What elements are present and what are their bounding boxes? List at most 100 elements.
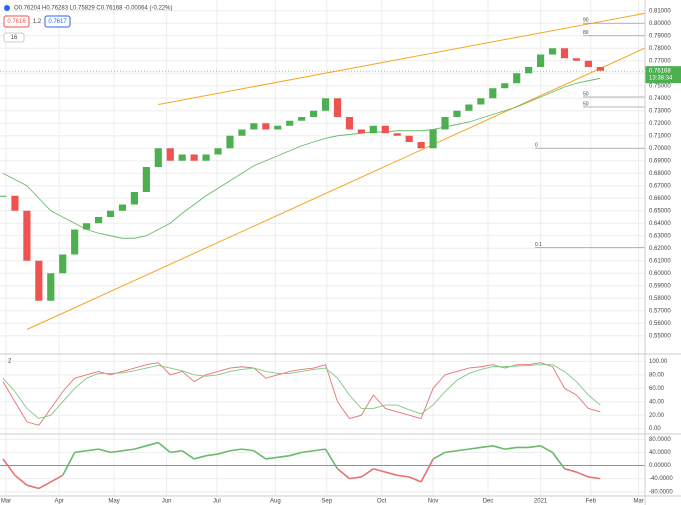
candle [71,229,79,255]
momentum-segment [576,471,589,478]
momentum-segment [289,451,302,457]
candle [584,60,592,67]
momentum-segment [301,449,314,454]
momentum-segment [170,449,183,454]
candle [489,88,497,99]
x-tick-label: May [108,499,119,505]
x-tick-label: Jun [162,499,172,505]
momentum-segment [14,474,28,486]
candle [429,129,437,149]
y-tick-label: -40.0000 [649,476,673,482]
y-tick-label: 100.00 [649,359,668,365]
momentum-segment [420,458,434,483]
sell-button[interactable] [3,15,30,28]
y-tick-label: 0.00000 [649,463,671,469]
candle [130,192,138,205]
momentum-segment [122,448,135,452]
level-label: 50 [583,101,589,107]
pane-label: 2 [8,359,12,365]
x-tick-label: Jul [213,499,221,505]
candle [286,120,294,126]
momentum-segment [2,458,16,476]
y-tick-label: 0.67000 [649,183,671,189]
axes: Mar Apr May Jun Jul Aug Sep Oct Nov Dec 2021 Feb Mar… [1,8,681,505]
candle [321,98,330,111]
momentum-segment [86,448,99,452]
x-tick-label: Apr [54,499,63,505]
level-label: 90 [583,18,589,24]
x-tick-label: Mar [1,499,11,505]
momentum-segment [277,454,290,459]
momentum-segment [456,448,470,452]
candle [59,254,67,274]
y-tick-label: 0.59000 [649,283,671,289]
indicator-count: 16 [11,35,18,41]
candle [238,129,246,136]
momentum-segment [98,448,111,454]
candle [345,117,354,130]
candle [572,58,581,61]
x-tick-label: Sep [321,499,332,505]
candle [274,125,282,130]
candle [166,148,174,161]
momentum-segment [146,441,159,447]
plot-area: 90 80 50 50 0 0.1 [0,0,645,496]
buy-button[interactable] [44,15,71,28]
trendline [158,12,645,105]
candle [310,110,318,117]
momentum-segment [349,476,362,480]
y-tick-label: 0.74000 [649,96,671,102]
momentum-segment [444,449,458,454]
candle [23,210,31,261]
candle [501,83,509,89]
candle [560,48,569,59]
y-tick-label: 0.56000 [649,321,671,327]
momentum-segment [253,450,267,460]
symbol-icon[interactable] [4,5,10,11]
momentum-segment [397,474,410,478]
y-tick-label: 0.72000 [649,121,671,127]
momentum-segment [336,468,350,480]
sell-price: 0.7616 [7,19,26,25]
momentum-segment [432,451,446,460]
candle [513,73,521,84]
candle [357,129,365,134]
y-tick-label: 0.66000 [649,196,671,202]
y-tick-label: 0.62000 [649,246,671,252]
y-tick-label: 0.69000 [649,158,671,164]
y-tick-label: 0.68000 [649,171,671,177]
candle [417,142,425,149]
y-tick-label: 0.73000 [649,108,671,114]
last-price-time: 13:38:34 [649,76,673,82]
y-tick-label: 0.79000 [649,33,671,39]
candle [250,123,258,130]
momentum-segment [324,448,339,470]
candle [298,117,306,121]
momentum-segment [528,445,541,449]
y-tick-label: 20.00 [649,413,665,419]
level-label: 50 [583,91,589,97]
x-tick-label: 2021 [534,499,548,505]
indicators-toggle[interactable] [3,32,25,43]
momentum-segment [157,441,171,454]
candle [453,110,461,117]
y-tick-label: 0.64000 [649,221,671,227]
candle [178,154,186,161]
momentum-segment [229,448,243,452]
x-tick-label: Oct [377,499,387,505]
y-tick-label: 0.61000 [649,258,671,264]
candle [214,148,222,155]
level-label: 0 [535,143,538,149]
momentum-segment [134,445,147,450]
candle [190,154,198,161]
candle [0,195,7,197]
momentum-segment [265,456,278,460]
momentum-segment [313,448,326,452]
candle [35,260,43,301]
y-tick-label: 0.71000 [649,133,671,139]
x-tick-label: Nov [428,499,439,505]
oscillator-line [2,364,601,420]
y-tick-label: 0.65000 [649,208,671,214]
spread: 1.2 [33,19,42,25]
